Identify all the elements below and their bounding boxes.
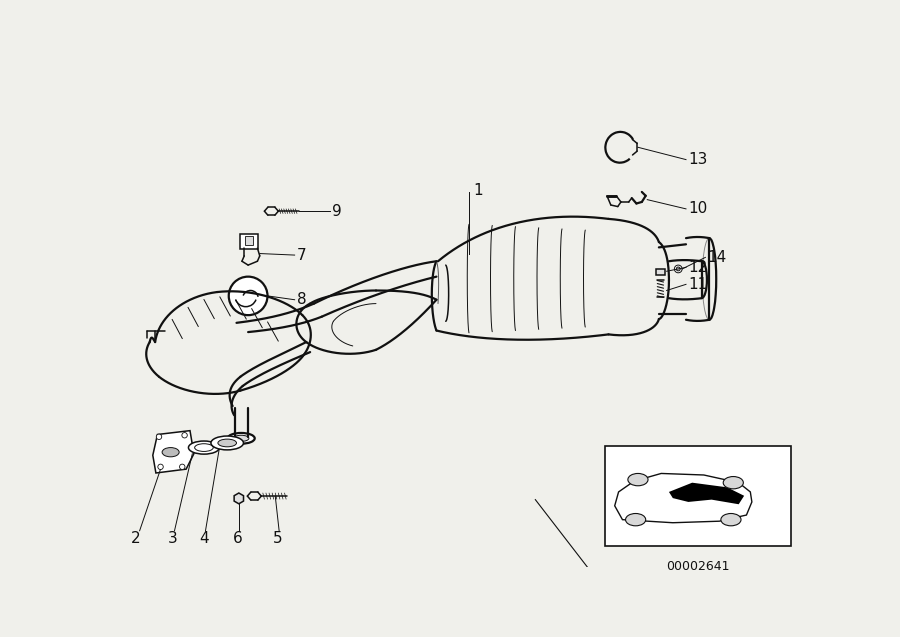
Text: 8: 8 bbox=[297, 292, 307, 307]
Polygon shape bbox=[615, 473, 752, 523]
FancyBboxPatch shape bbox=[239, 234, 258, 249]
FancyBboxPatch shape bbox=[245, 236, 253, 245]
Text: 5: 5 bbox=[273, 531, 283, 546]
Ellipse shape bbox=[162, 448, 179, 457]
Ellipse shape bbox=[724, 476, 743, 489]
FancyBboxPatch shape bbox=[605, 446, 790, 546]
Ellipse shape bbox=[194, 444, 213, 452]
Polygon shape bbox=[153, 431, 194, 473]
Text: 6: 6 bbox=[233, 531, 243, 546]
Circle shape bbox=[229, 276, 267, 315]
Circle shape bbox=[158, 464, 163, 469]
Text: 14: 14 bbox=[707, 250, 727, 265]
Ellipse shape bbox=[211, 436, 244, 450]
Ellipse shape bbox=[228, 433, 255, 444]
Text: 4: 4 bbox=[199, 531, 209, 546]
Ellipse shape bbox=[721, 513, 741, 526]
Polygon shape bbox=[669, 483, 744, 505]
Text: 12: 12 bbox=[688, 260, 707, 275]
Text: 00002641: 00002641 bbox=[666, 560, 729, 573]
Ellipse shape bbox=[626, 513, 645, 526]
Circle shape bbox=[157, 434, 162, 440]
Circle shape bbox=[182, 433, 187, 438]
Text: 7: 7 bbox=[297, 248, 307, 262]
Ellipse shape bbox=[218, 439, 237, 447]
Circle shape bbox=[179, 464, 185, 469]
Text: 13: 13 bbox=[688, 152, 707, 167]
Text: 9: 9 bbox=[332, 204, 342, 218]
Text: 10: 10 bbox=[688, 201, 707, 217]
Ellipse shape bbox=[233, 435, 249, 441]
Ellipse shape bbox=[628, 473, 648, 486]
FancyBboxPatch shape bbox=[656, 269, 665, 275]
Ellipse shape bbox=[188, 441, 220, 454]
Text: 3: 3 bbox=[168, 531, 178, 546]
Text: 11: 11 bbox=[688, 277, 707, 292]
Text: 2: 2 bbox=[130, 531, 140, 546]
Text: 1: 1 bbox=[472, 183, 482, 198]
Circle shape bbox=[674, 265, 682, 273]
Circle shape bbox=[676, 267, 680, 271]
